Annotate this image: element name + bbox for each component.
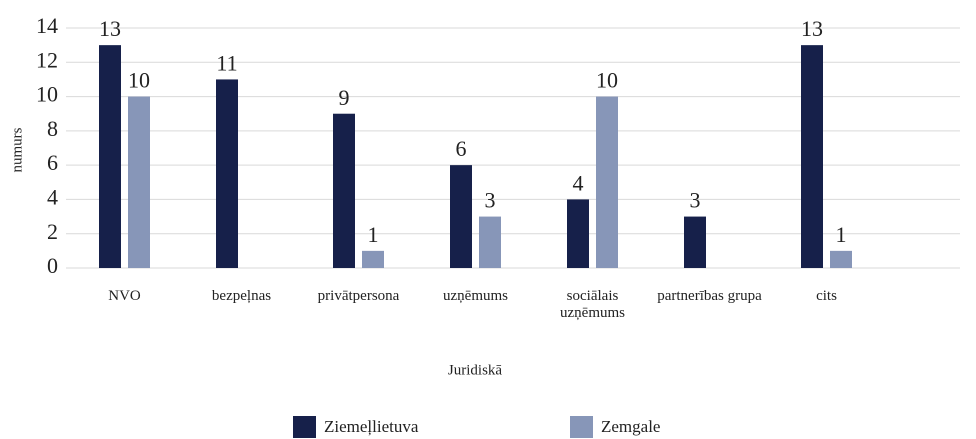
y-tick-label: 4 [47,184,58,209]
value-label: 6 [456,136,467,161]
value-label: 10 [128,68,150,93]
value-label: 10 [596,68,618,93]
value-label: 9 [339,85,350,110]
y-axis-label: numurs [9,127,25,172]
legend-label: Ziemeļlietuva [324,417,419,436]
x-tick-label: bezpeļnas [211,288,272,304]
bar [479,216,501,268]
value-label: 13 [99,16,121,41]
value-label: 11 [216,50,237,75]
value-label: 3 [690,188,701,213]
y-tick-label: 12 [36,47,58,72]
x-tick-label: sociālais uzņēmums [560,288,625,321]
legend-swatch [570,416,593,438]
y-tick-label: 14 [36,13,58,38]
x-tick-label: privātpersona [317,288,400,304]
x-tick-label: NVO [108,288,141,304]
x-tick-label: partnerības grupa [657,288,762,304]
y-tick-label: 8 [47,116,58,141]
y-tick-label: 2 [47,219,58,244]
bar [684,216,706,268]
bar [333,113,355,268]
bar [830,250,852,268]
bar [216,79,238,268]
value-label: 1 [368,222,379,247]
value-label: 1 [836,222,847,247]
bar [362,250,384,268]
x-tick-label: uzņēmums [443,288,508,304]
bar [128,96,150,268]
bar [801,45,823,269]
y-tick-label: 10 [36,82,58,107]
x-axis-label: Juridiskā [448,362,503,378]
legend-label: Zemgale [601,417,660,436]
x-tick-label: cits [816,288,837,304]
bar [450,165,472,268]
value-label: 3 [485,188,496,213]
legend-swatch [293,416,316,438]
y-tick-label: 0 [47,253,58,278]
bar [567,199,589,268]
y-tick-label: 6 [47,150,58,175]
value-label: 4 [573,170,584,195]
value-label: 13 [801,16,823,41]
bar [99,45,121,269]
bar [596,96,618,268]
